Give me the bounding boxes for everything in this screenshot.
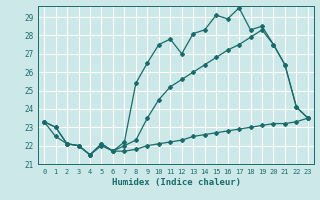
X-axis label: Humidex (Indice chaleur): Humidex (Indice chaleur) (111, 178, 241, 187)
